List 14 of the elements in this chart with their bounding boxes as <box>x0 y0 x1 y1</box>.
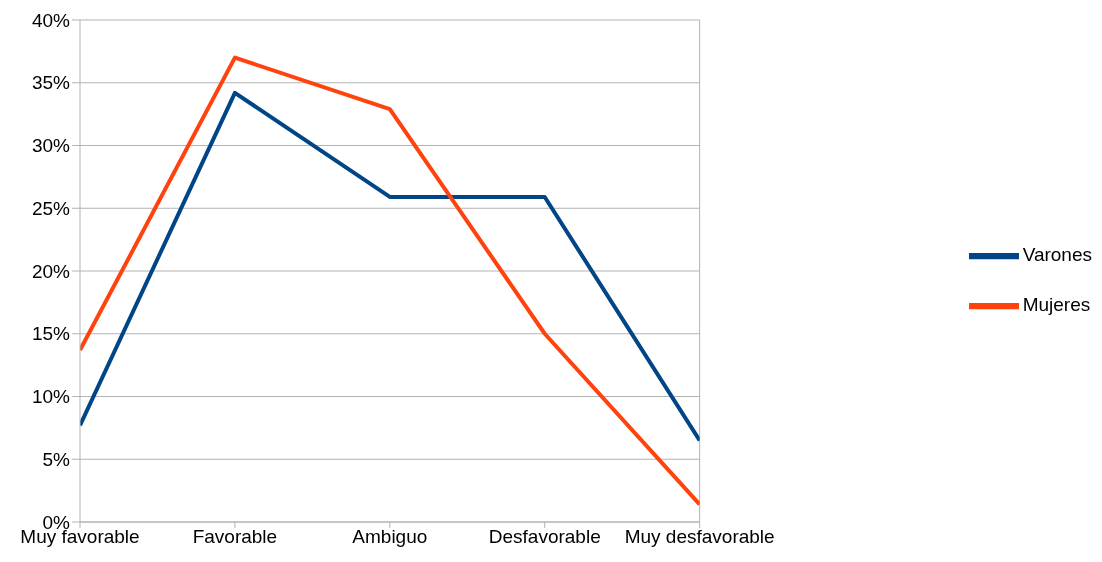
x-tick-label: Muy desfavorable <box>624 526 775 548</box>
x-tick-label: Ambiguo <box>352 526 428 548</box>
y-tick-label: 15% <box>31 323 71 345</box>
y-tick-label: 5% <box>42 448 71 470</box>
x-tick-label: Desfavorable <box>488 526 601 548</box>
x-tick-label: Favorable <box>192 526 278 548</box>
y-tick-label: 10% <box>31 386 71 408</box>
y-tick-label: 25% <box>31 197 71 219</box>
y-tick-label: 35% <box>31 72 71 94</box>
y-tick-label: 40% <box>31 9 71 31</box>
y-tick-label: 30% <box>31 135 71 157</box>
legend-label: Mujeres <box>1022 294 1091 316</box>
y-tick-label: 20% <box>31 260 71 282</box>
legend-label: Varones <box>1022 244 1092 266</box>
